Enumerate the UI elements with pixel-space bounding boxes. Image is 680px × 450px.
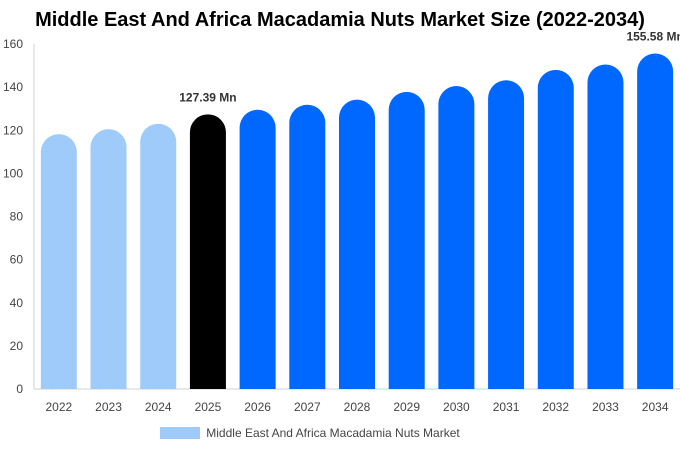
y-tick-label: 80 — [10, 210, 24, 224]
chart-title: Middle East And Africa Macadamia Nuts Ma… — [35, 9, 645, 31]
y-tick-label: 160 — [3, 37, 23, 51]
x-tick-label: 2033 — [592, 400, 619, 414]
y-tick-label: 20 — [10, 339, 24, 353]
bar — [388, 91, 425, 390]
x-tick-label: 2031 — [493, 400, 520, 414]
y-tick-label: 100 — [3, 166, 23, 180]
x-tick-label: 2028 — [344, 400, 371, 414]
bar — [537, 69, 574, 389]
bar — [239, 109, 276, 389]
y-tick-label: 0 — [16, 382, 23, 396]
y-tick-label: 60 — [10, 253, 24, 267]
chart-axes: 0 20 40 60 80 100 120 140 160 2022 2023 2024 2025 202… — [3, 37, 680, 414]
bar — [189, 114, 226, 389]
x-tick-label: 2022 — [45, 400, 72, 414]
x-tick-label: 2025 — [195, 400, 222, 414]
bar-chart: 0 20 40 60 80 100 120 140 160 2022 2023 2024 2025 202… — [3, 30, 680, 414]
y-tick-label: 40 — [10, 296, 24, 310]
legend-label: Middle East And Africa Macadamia Nuts Ma… — [206, 426, 460, 440]
data-label: 155.58 Mn — [626, 30, 680, 44]
x-tick-label: 2027 — [294, 400, 321, 414]
legend-swatch — [160, 427, 201, 439]
x-tick-label: 2029 — [393, 400, 420, 414]
bar — [140, 123, 177, 389]
chart-legend: Middle East And Africa Macadamia Nuts Ma… — [0, 426, 680, 440]
x-tick-label: 2032 — [542, 400, 569, 414]
bar — [438, 86, 475, 389]
x-tick-label: 2026 — [244, 400, 271, 414]
chart-bars — [40, 53, 674, 390]
bar — [40, 134, 77, 389]
y-tick-label: 140 — [3, 80, 23, 94]
bar — [488, 80, 525, 390]
chart-data-labels: 127.39 Mn 155.58 Mn — [179, 30, 680, 105]
bar — [637, 53, 674, 389]
x-tick-label: 2024 — [145, 400, 172, 414]
bar — [339, 99, 375, 389]
bar — [90, 129, 127, 389]
bar — [587, 64, 624, 389]
x-tick-label: 2034 — [642, 400, 669, 414]
x-tick-label: 2030 — [443, 400, 470, 414]
data-label: 127.39 Mn — [179, 90, 236, 104]
bar — [289, 104, 326, 390]
x-tick-label: 2023 — [95, 400, 122, 414]
y-tick-label: 120 — [3, 123, 23, 137]
